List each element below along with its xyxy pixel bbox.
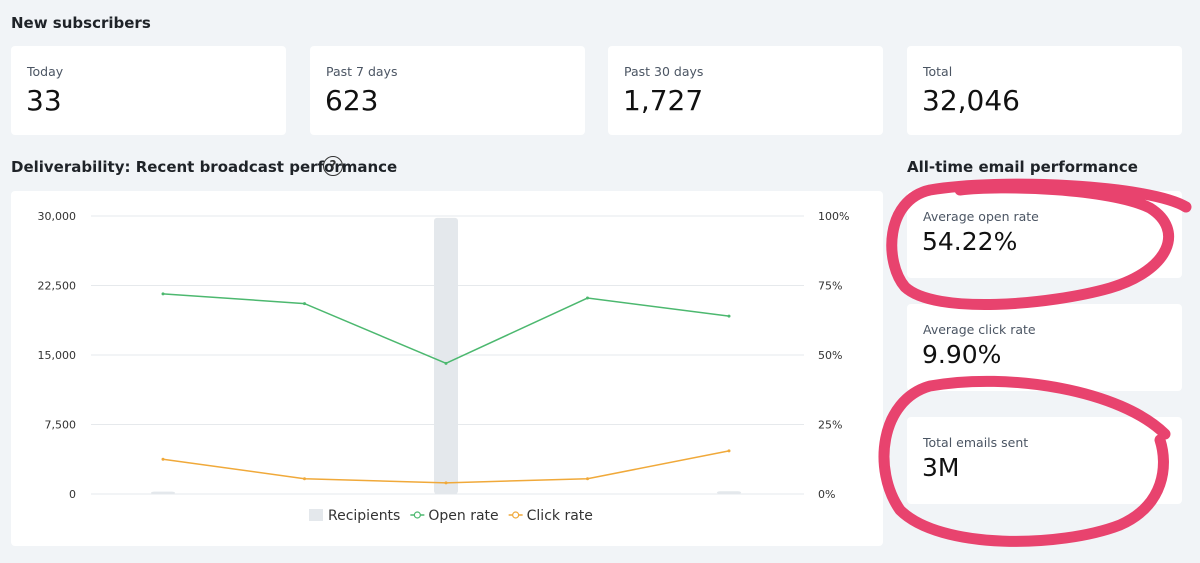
metric-card-total-emails-sent: Total emails sent 3M — [907, 417, 1182, 504]
stat-value: 623 — [325, 84, 379, 117]
stat-label: Today — [27, 64, 64, 79]
open-rate-point — [727, 314, 731, 318]
metric-value: 9.90% — [922, 340, 1002, 369]
legend-marker-open-rate — [413, 511, 421, 519]
legend-label-click-rate: Click rate — [527, 508, 593, 524]
recipients-bar — [151, 491, 175, 494]
stat-card-past-30-days: Past 30 days 1,727 — [608, 46, 883, 135]
help-icon[interactable]: ? — [323, 156, 343, 176]
metric-card-average-open-rate: Average open rate 54.22% — [907, 191, 1182, 278]
click-rate-point — [727, 449, 731, 453]
chart-card: 0 0% 7,500 25% 15,000 50% 22,500 75% 30,000 100% R… — [11, 191, 883, 546]
stat-value: 32,046 — [922, 84, 1020, 117]
y-left-tick-label: 22,500 — [38, 280, 77, 293]
recipients-bar — [717, 491, 741, 494]
stat-value: 33 — [26, 84, 62, 117]
open-rate-point — [586, 296, 589, 300]
legend-label-open-rate: Open rate — [428, 508, 498, 524]
recipients-bar — [434, 217, 458, 494]
open-rate-point — [444, 361, 448, 365]
y-left-tick-label: 0 — [69, 488, 76, 501]
click-rate-point — [303, 477, 306, 481]
metric-value: 54.22% — [922, 227, 1018, 256]
stat-card-total: Total 32,046 — [907, 46, 1182, 135]
stat-value: 1,727 — [623, 84, 704, 117]
stat-label: Past 7 days — [326, 64, 398, 79]
all-time-performance-title: All-time email performance — [907, 158, 1138, 176]
click-rate-point — [586, 477, 589, 481]
stat-card-past-7-days: Past 7 days 623 — [310, 46, 585, 135]
y-right-tick-label: 0% — [818, 488, 835, 501]
y-right-tick-label: 100% — [818, 210, 849, 223]
y-right-tick-label: 75% — [818, 280, 842, 293]
metric-label: Average click rate — [923, 322, 1036, 337]
y-right-tick-label: 50% — [818, 349, 842, 362]
y-left-tick-label: 30,000 — [38, 210, 77, 223]
click-rate-point — [161, 457, 165, 461]
new-subscribers-title: New subscribers — [11, 14, 151, 32]
legend-swatch-recipients — [309, 509, 323, 521]
deliverability-title: Deliverability: Recent broadcast perform… — [11, 158, 398, 176]
metric-label: Average open rate — [923, 209, 1039, 224]
open-rate-point — [303, 302, 306, 306]
stat-label: Past 30 days — [624, 64, 704, 79]
legend-marker-click-rate — [512, 511, 520, 519]
y-right-tick-label: 25% — [818, 419, 842, 432]
metric-value: 3M — [922, 453, 960, 482]
broadcast-performance-chart: 0 0% 7,500 25% 15,000 50% 22,500 75% 30,000 100% R… — [38, 210, 850, 524]
click-rate-point — [444, 481, 448, 485]
legend-label-recipients: Recipients — [328, 508, 400, 524]
y-left-tick-label: 15,000 — [38, 349, 77, 362]
open-rate-point — [161, 292, 165, 296]
metric-label: Total emails sent — [923, 435, 1029, 450]
stat-card-today: Today 33 — [11, 46, 286, 135]
metric-card-average-click-rate: Average click rate 9.90% — [907, 304, 1182, 391]
y-left-tick-label: 7,500 — [45, 419, 77, 432]
stat-label: Total — [923, 64, 953, 79]
